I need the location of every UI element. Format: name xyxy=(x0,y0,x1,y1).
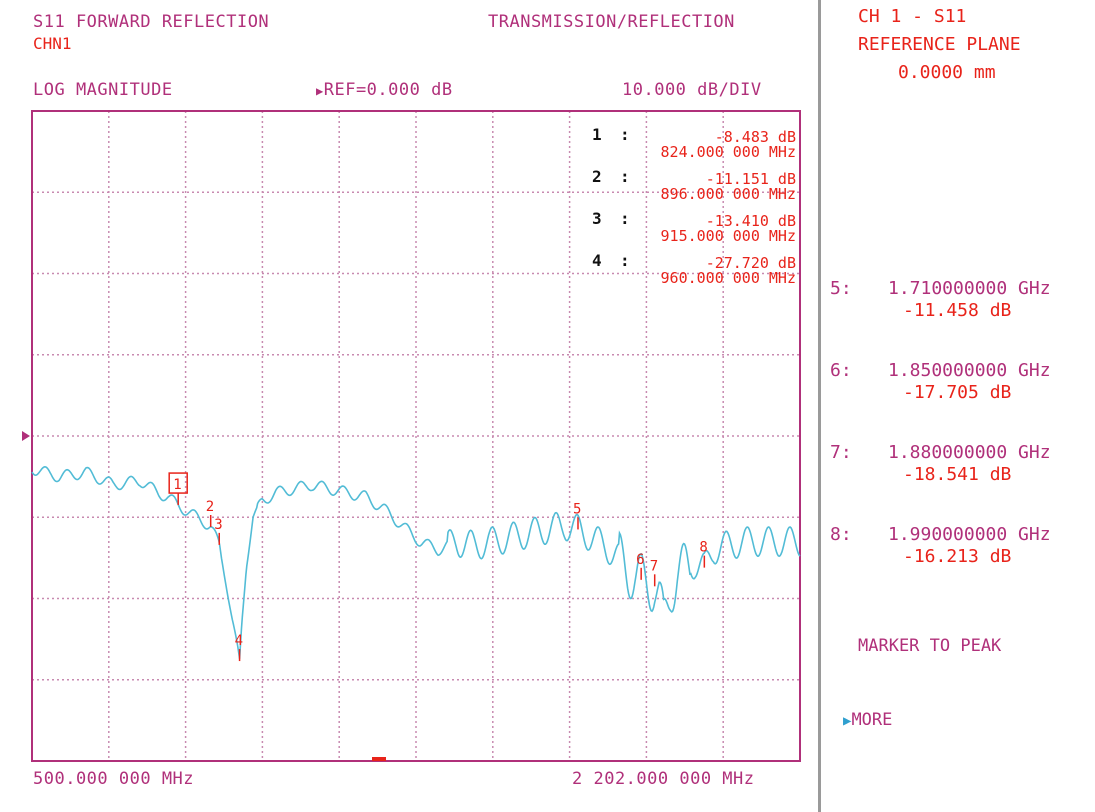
measurement-title: S11 FORWARD REFLECTION xyxy=(33,12,270,32)
side-marker-id: 8: xyxy=(830,524,852,545)
more-arrow-icon: ▶ xyxy=(843,713,852,729)
marker-label-5: 5 xyxy=(573,501,581,517)
more-softkey-label: MORE xyxy=(851,710,893,730)
stop-frequency: 2 202.000 000 MHz xyxy=(572,769,755,789)
marker-to-peak-softkey[interactable]: MARKER TO PEAK xyxy=(858,636,1002,656)
side-marker-id: 6: xyxy=(830,360,852,381)
marker-readout-id: 3 xyxy=(592,209,602,228)
marker-readout-value: -11.151 dB xyxy=(705,170,796,188)
channel-label: CHN1 xyxy=(33,34,72,53)
reference-level-text: REF=0.000 dB xyxy=(323,80,453,100)
scale-label: 10.000 dB/DIV xyxy=(622,80,762,100)
marker-label-4: 4 xyxy=(235,633,243,649)
marker-readout-colon: : xyxy=(620,209,630,228)
format-label: LOG MAGNITUDE xyxy=(33,80,173,100)
reference-level: ▶REF=0.000 dB xyxy=(316,82,453,99)
side-marker-freq: 1.990000000 GHz xyxy=(888,524,1051,545)
marker-readout-colon: : xyxy=(620,251,630,270)
side-marker-freq: 1.710000000 GHz xyxy=(888,278,1051,299)
marker-label-7: 7 xyxy=(650,558,658,574)
ref-arrow-icon: ▶ xyxy=(316,84,324,98)
trace-layer xyxy=(31,465,801,659)
side-marker-value: -17.705 dB xyxy=(903,382,1012,403)
marker-readout-id: 1 xyxy=(592,125,602,144)
side-marker-value: -11.458 dB xyxy=(903,300,1012,321)
marker-label-3: 3 xyxy=(214,517,222,533)
marker-readout-id: 2 xyxy=(592,167,602,186)
more-softkey[interactable]: ▶MORE xyxy=(843,712,892,729)
reference-plane-label: REFERENCE PLANE xyxy=(858,34,1021,55)
plot-frame xyxy=(31,110,801,762)
side-marker-value: -18.541 dB xyxy=(903,464,1012,485)
side-marker-id: 7: xyxy=(830,442,852,463)
s11-trace-line xyxy=(31,465,801,659)
active-marker-box xyxy=(168,472,188,494)
marker-readout-colon: : xyxy=(620,125,630,144)
marker-label-2: 2 xyxy=(206,499,214,515)
side-marker-freq: 1.880000000 GHz xyxy=(888,442,1051,463)
marker-readout-frequency: 824.000 000 MHz xyxy=(660,143,796,161)
start-frequency: 500.000 000 MHz xyxy=(33,769,195,789)
marker-readout-id: 4 xyxy=(592,251,602,270)
side-marker-id: 5: xyxy=(830,278,852,299)
reference-plane-value: 0.0000 mm xyxy=(898,62,996,83)
mode-title: TRANSMISSION/REFLECTION xyxy=(488,12,735,32)
marker-readout-frequency: 915.000 000 MHz xyxy=(660,227,796,245)
marker-readout-value: -27.720 dB xyxy=(705,254,796,272)
side-marker-freq: 1.850000000 GHz xyxy=(888,360,1051,381)
reference-line-indicator xyxy=(22,431,30,441)
panel-divider xyxy=(818,0,821,812)
plot-grid xyxy=(32,111,800,761)
stimulus-center-indicator xyxy=(372,757,386,761)
marker-label-6: 6 xyxy=(636,552,644,568)
marker-label-1: 1 xyxy=(173,477,181,493)
marker-readout-colon: : xyxy=(620,167,630,186)
marker-readout-frequency: 896.000 000 MHz xyxy=(660,185,796,203)
marker-label-8: 8 xyxy=(699,540,707,556)
side-channel-label: CH 1 - S11 xyxy=(858,6,967,27)
side-marker-value: -16.213 dB xyxy=(903,546,1012,567)
marker-readout-value: -13.410 dB xyxy=(705,212,796,230)
marker-readout-frequency: 960.000 000 MHz xyxy=(660,269,796,287)
marker-readout-value: -8.483 dB xyxy=(714,128,796,146)
